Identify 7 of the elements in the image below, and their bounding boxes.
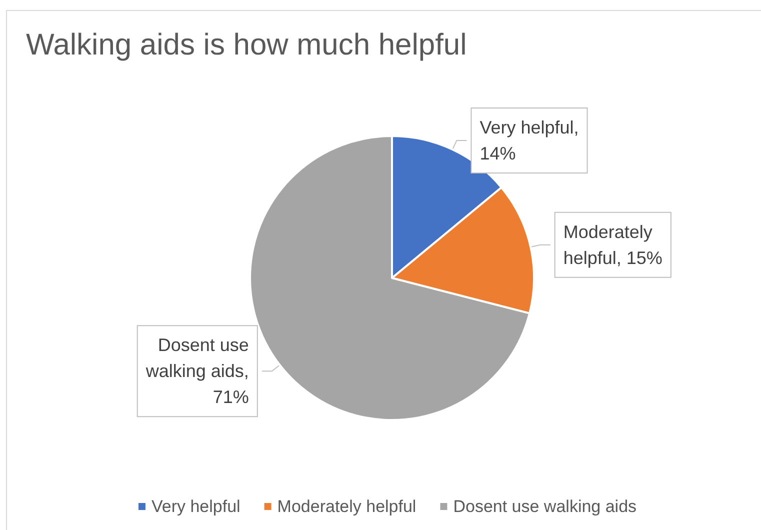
data-label: Dosent use walking aids, 71% bbox=[144, 335, 249, 408]
chart-title: Walking aids is how much helpful bbox=[26, 28, 467, 62]
data-label: Very helpful, 14% bbox=[480, 117, 579, 164]
legend-label: Moderately helpful bbox=[277, 497, 416, 516]
legend-label: Very helpful bbox=[151, 497, 240, 516]
data-label: Moderately helpful, 15% bbox=[563, 222, 662, 268]
legend-label: Dosent use walking aids bbox=[453, 497, 637, 516]
